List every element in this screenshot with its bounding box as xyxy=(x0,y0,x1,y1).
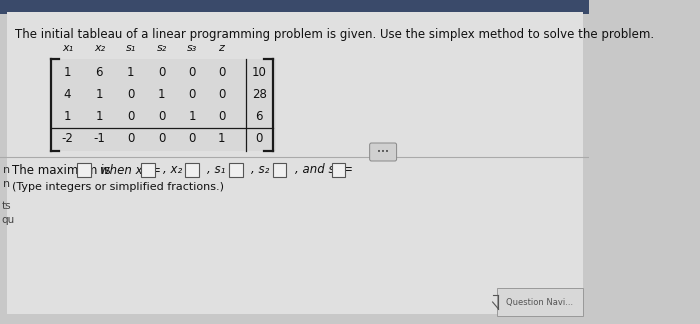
Bar xyxy=(186,163,199,177)
Text: 1: 1 xyxy=(64,110,71,123)
Text: 0: 0 xyxy=(188,133,196,145)
Text: when x₁ =: when x₁ = xyxy=(100,164,161,177)
Text: 0: 0 xyxy=(158,110,165,123)
Text: 28: 28 xyxy=(252,88,267,101)
Text: 0: 0 xyxy=(256,133,263,145)
Text: The maximum is: The maximum is xyxy=(12,164,111,177)
Text: 4: 4 xyxy=(64,88,71,101)
Text: 0: 0 xyxy=(218,88,225,101)
Text: 0: 0 xyxy=(127,133,134,145)
Text: s₃: s₃ xyxy=(187,43,197,53)
Bar xyxy=(78,163,91,177)
Bar xyxy=(0,0,589,14)
Text: n: n xyxy=(3,165,10,175)
Text: qu: qu xyxy=(1,215,15,225)
Text: (Type integers or simplified fractions.): (Type integers or simplified fractions.) xyxy=(12,182,224,192)
Bar xyxy=(229,163,242,177)
Text: 0: 0 xyxy=(188,88,196,101)
Text: 6: 6 xyxy=(96,66,103,79)
Text: 1: 1 xyxy=(64,66,71,79)
Text: 0: 0 xyxy=(188,66,196,79)
Text: •••: ••• xyxy=(377,149,389,155)
Text: n: n xyxy=(3,179,10,189)
Text: 1: 1 xyxy=(96,88,103,101)
Text: 0: 0 xyxy=(218,110,225,123)
Text: 0: 0 xyxy=(158,66,165,79)
Text: , and s₃ =: , and s₃ = xyxy=(295,164,353,177)
Text: 0: 0 xyxy=(127,110,134,123)
Text: , s₁ =: , s₁ = xyxy=(207,164,239,177)
Text: Question Navi...: Question Navi... xyxy=(506,297,573,307)
Text: 0: 0 xyxy=(127,88,134,101)
Text: -2: -2 xyxy=(62,133,74,145)
Text: s₂: s₂ xyxy=(157,43,167,53)
Text: ts: ts xyxy=(1,201,11,211)
Bar xyxy=(497,288,582,316)
Text: x₁: x₁ xyxy=(62,43,73,53)
Text: 6: 6 xyxy=(256,110,263,123)
Text: x₂: x₂ xyxy=(94,43,105,53)
Text: 10: 10 xyxy=(252,66,267,79)
Text: 0: 0 xyxy=(158,133,165,145)
Text: 1: 1 xyxy=(158,88,165,101)
Text: 1: 1 xyxy=(218,133,225,145)
Text: 1: 1 xyxy=(127,66,134,79)
Bar xyxy=(332,163,345,177)
Text: 0: 0 xyxy=(218,66,225,79)
Text: The initial tableau of a linear programming problem is given. Use the simplex me: The initial tableau of a linear programm… xyxy=(15,28,654,41)
Bar xyxy=(141,163,155,177)
Text: z: z xyxy=(218,43,225,53)
Text: -1: -1 xyxy=(93,133,105,145)
Bar xyxy=(273,163,286,177)
Bar xyxy=(50,59,276,151)
Text: s₁: s₁ xyxy=(125,43,136,53)
Text: 1: 1 xyxy=(96,110,103,123)
FancyBboxPatch shape xyxy=(370,143,397,161)
Text: , x₂ =: , x₂ = xyxy=(163,164,196,177)
Text: 1: 1 xyxy=(188,110,196,123)
Text: , s₂ =: , s₂ = xyxy=(251,164,283,177)
